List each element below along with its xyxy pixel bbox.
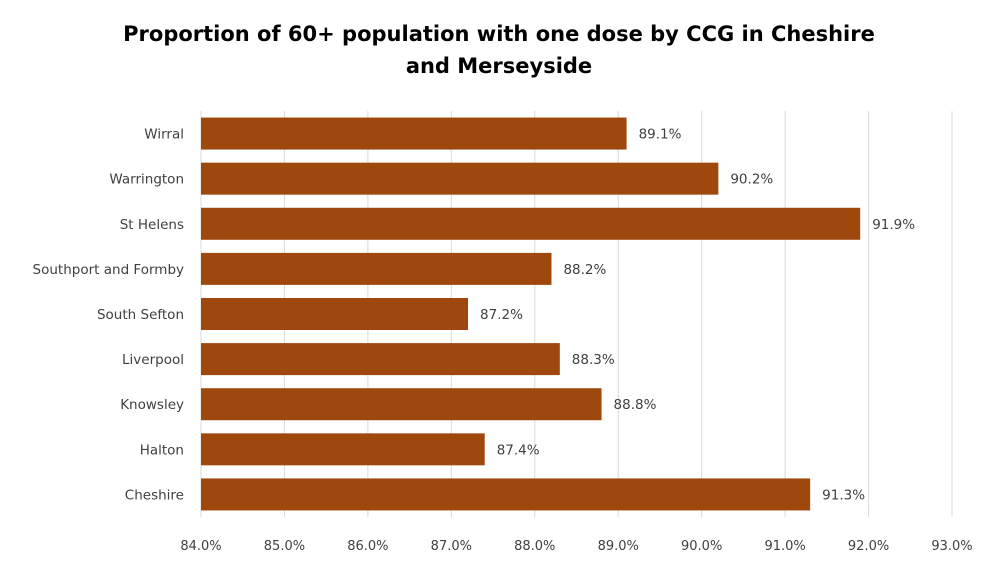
x-tick-label: 87.0% [431, 539, 472, 554]
x-tick-label: 93.0% [931, 539, 972, 554]
bar [201, 388, 602, 421]
x-tick-label: 92.0% [848, 539, 889, 554]
data-label: 90.2% [730, 172, 773, 188]
data-label: 88.3% [572, 352, 615, 368]
bar [201, 252, 552, 285]
y-tick-label: Southport and Formby [33, 262, 184, 278]
x-tick-label: 88.0% [514, 539, 555, 554]
data-label: 87.2% [480, 307, 523, 323]
bar [201, 207, 861, 240]
bar [201, 433, 485, 466]
data-label: 89.1% [639, 127, 682, 143]
chart-title: Proportion of 60+ population with one do… [0, 18, 998, 82]
y-tick-label: St Helens [120, 217, 184, 233]
chart-title-line-1: Proportion of 60+ population with one do… [123, 22, 875, 46]
x-tick-label: 89.0% [598, 539, 639, 554]
bar [201, 298, 469, 330]
y-tick-label: Warrington [109, 172, 184, 188]
data-label: 88.8% [614, 397, 657, 413]
x-tick-label: 86.0% [347, 539, 388, 554]
x-tick-label: 85.0% [264, 539, 305, 554]
bar [201, 117, 627, 150]
x-tick-label: 90.0% [681, 539, 722, 554]
data-label: 87.4% [497, 442, 540, 458]
x-tick-label: 91.0% [764, 539, 805, 554]
y-tick-label: South Sefton [97, 307, 184, 323]
y-tick-label: Liverpool [122, 352, 184, 368]
chart-title-line-2: and Merseyside [405, 54, 593, 78]
data-label: 88.2% [563, 262, 606, 278]
data-label: 91.3% [822, 487, 865, 503]
y-tick-label: Halton [140, 442, 184, 458]
y-tick-label: Wirral [144, 127, 184, 143]
data-label: 91.9% [872, 217, 915, 233]
x-tick-label: 84.0% [180, 539, 221, 554]
y-tick-label: Cheshire [125, 487, 184, 503]
y-tick-label: Knowsley [120, 397, 184, 413]
bar [201, 478, 811, 511]
bar [201, 162, 719, 195]
bar [201, 343, 560, 376]
